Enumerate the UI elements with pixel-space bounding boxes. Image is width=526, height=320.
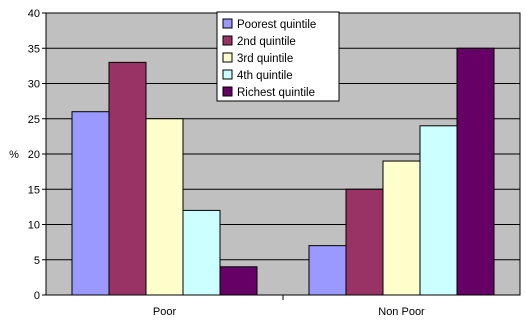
y-tick-label: 0 — [34, 290, 40, 302]
y-tick-label: 30 — [28, 79, 40, 91]
y-tick-label: 35 — [28, 43, 40, 55]
legend-label: Poorest quintile — [237, 19, 316, 31]
y-axis-label: % — [9, 149, 19, 161]
legend-box — [216, 11, 340, 102]
legend-swatch — [222, 18, 233, 29]
legend-label: Richest quintile — [237, 87, 315, 99]
bar-non-poor-richest-quintile — [456, 47, 495, 296]
y-tick-label: 5 — [34, 255, 40, 267]
bar-non-poor-3rd-quintile — [382, 160, 421, 296]
legend-swatch — [222, 86, 233, 97]
bar-non-poor-poorest-quintile — [308, 245, 347, 296]
y-tick-label: 25 — [28, 114, 40, 126]
y-tick-label: 20 — [28, 149, 40, 161]
bar-poor-poorest-quintile — [71, 111, 110, 296]
y-tick-label: 15 — [28, 184, 40, 196]
legend-label: 2nd quintile — [237, 36, 296, 48]
bar-poor-3rd-quintile — [145, 118, 184, 296]
bar-poor-richest-quintile — [219, 266, 258, 296]
legend-swatch — [222, 52, 233, 63]
legend: Poorest quintile 2nd quintile 3rd quintile… — [216, 11, 340, 102]
legend-swatch — [222, 35, 233, 46]
y-axis: 0 5 10 15 20 25 30 35 40 — [28, 8, 46, 302]
x-axis: Poor Non Poor — [153, 295, 425, 318]
bars — [71, 47, 495, 296]
legend-swatch — [222, 69, 233, 80]
y-tick-label: 10 — [28, 220, 40, 232]
bar-non-poor-4th-quintile — [419, 125, 458, 296]
bar-non-poor-2nd-quintile — [345, 188, 384, 296]
bar-poor-4th-quintile — [182, 209, 221, 296]
legend-label: 3rd quintile — [237, 53, 293, 65]
x-tick-label: Poor — [153, 306, 177, 318]
y-tick-label: 40 — [28, 8, 40, 20]
legend-label: 4th quintile — [237, 70, 293, 82]
x-tick-label: Non Poor — [378, 306, 425, 318]
bar-poor-2nd-quintile — [108, 61, 147, 296]
